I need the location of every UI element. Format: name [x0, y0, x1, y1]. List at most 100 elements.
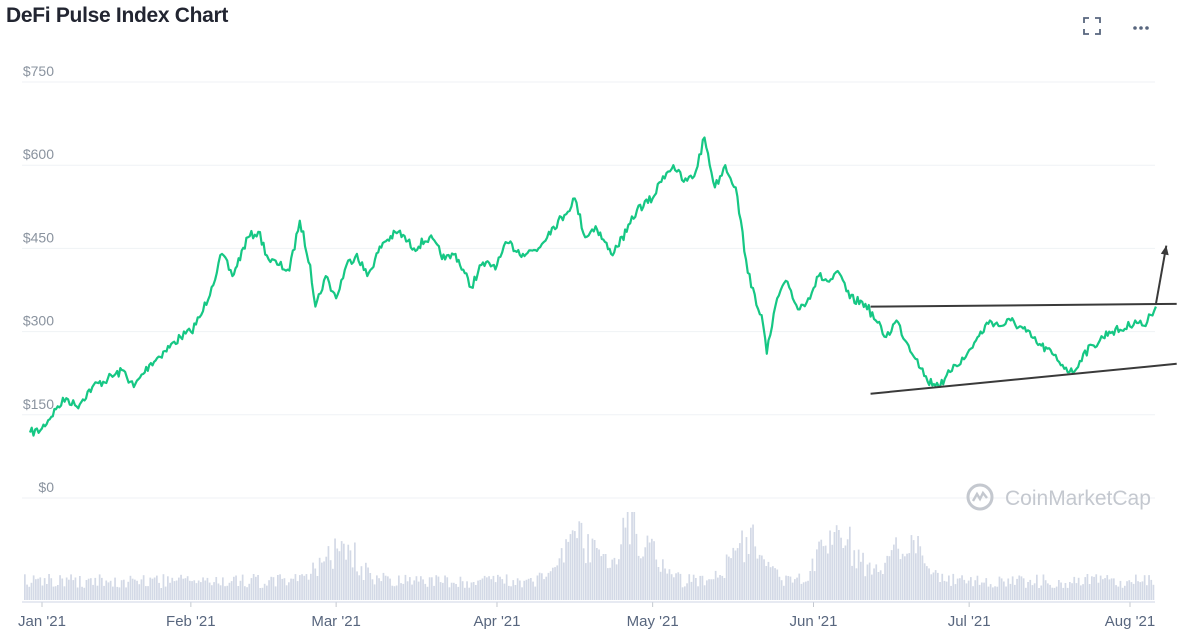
- volume-bar: [107, 582, 110, 600]
- volume-bar: [758, 554, 761, 600]
- volume-bar: [318, 557, 321, 600]
- volume-bar: [197, 580, 200, 600]
- volume-bar: [974, 580, 977, 600]
- volume-bar: [182, 578, 185, 600]
- y-tick-label: $450: [23, 229, 54, 245]
- volume-bar: [277, 575, 279, 600]
- volume-bar: [1027, 582, 1029, 600]
- volume-bar: [41, 585, 44, 600]
- volume-bar: [285, 585, 288, 600]
- volume-bar: [52, 586, 55, 600]
- volume-bar: [1071, 583, 1073, 600]
- breakout-arrow: [1154, 245, 1168, 305]
- volume-bar: [934, 570, 937, 600]
- volume-bar: [470, 582, 473, 600]
- volume-bar: [527, 578, 530, 600]
- volume-bar: [1042, 574, 1045, 600]
- volume-bar: [435, 575, 438, 600]
- volume-bar: [246, 587, 248, 600]
- volume-bar: [459, 576, 462, 600]
- volume-bar: [587, 534, 589, 600]
- volume-bar: [574, 531, 576, 600]
- x-tick-label: May '21: [627, 613, 679, 630]
- more-options-button[interactable]: [1127, 12, 1155, 40]
- volume-bar: [794, 579, 796, 600]
- volume-bar: [376, 575, 378, 600]
- volume-bar: [382, 572, 385, 600]
- volume-bar: [125, 587, 127, 600]
- volume-bar: [336, 548, 339, 600]
- volume-bar: [153, 577, 156, 600]
- volume-bar: [690, 581, 693, 600]
- volume-bar: [937, 572, 939, 600]
- volume-bar: [54, 586, 57, 600]
- volume-bar: [446, 577, 449, 600]
- volume-bar: [81, 586, 83, 600]
- volume-bar: [908, 553, 911, 600]
- volume-bar: [987, 586, 990, 600]
- volume-bar: [241, 574, 244, 600]
- volume-bar: [895, 537, 897, 600]
- volume-bar: [257, 575, 259, 600]
- volume-bar: [686, 583, 688, 600]
- volume-bar: [571, 530, 574, 600]
- volume-bar: [1003, 581, 1005, 600]
- volume-bar: [600, 556, 603, 600]
- volume-bar: [565, 539, 567, 600]
- volume-bar: [516, 578, 519, 600]
- volume-bar: [1020, 576, 1023, 600]
- price-series-line: [28, 136, 1157, 437]
- volume-bar: [932, 572, 935, 600]
- volume-bar: [175, 580, 178, 600]
- volume-bar: [1095, 574, 1098, 600]
- volume-bar: [666, 573, 669, 600]
- volume-bar: [952, 573, 955, 600]
- volume-bar: [723, 578, 726, 600]
- volume-bar: [514, 585, 517, 600]
- volume-bar: [868, 562, 871, 600]
- volume-bar: [1084, 577, 1087, 600]
- volume-bar: [400, 583, 402, 600]
- volume-bar: [838, 530, 840, 600]
- volume-bar: [362, 580, 365, 600]
- volume-bar: [448, 587, 451, 600]
- volume-bar: [985, 578, 988, 600]
- volume-bar: [677, 572, 680, 600]
- volume-bar: [279, 574, 281, 600]
- volume-bar: [959, 578, 961, 600]
- volume-bar: [783, 585, 785, 600]
- volume-bar: [567, 541, 570, 600]
- volume-bar: [921, 555, 924, 600]
- volume-bar: [734, 550, 737, 600]
- volume-bar: [789, 576, 792, 600]
- volume-bar: [897, 548, 900, 600]
- volume-bar: [580, 522, 583, 600]
- volume-bar: [800, 583, 803, 600]
- volume-bar: [503, 583, 506, 600]
- volume-bar: [811, 558, 814, 600]
- volume-bar: [270, 576, 273, 600]
- volume-bar: [956, 578, 959, 600]
- volume-bar: [475, 585, 477, 600]
- volume-bar: [65, 577, 68, 600]
- volume-bar: [840, 537, 842, 600]
- volume-bar: [851, 565, 853, 600]
- volume-bar: [422, 579, 424, 600]
- y-tick-label: $750: [23, 63, 54, 79]
- volume-bar: [556, 565, 559, 600]
- volume-bar: [404, 574, 407, 600]
- volume-bar: [613, 557, 616, 600]
- volume-bar: [233, 576, 235, 600]
- volume-bar: [829, 530, 831, 600]
- volume-bar: [387, 576, 389, 600]
- volume-bar: [1066, 587, 1069, 600]
- volume-bar: [299, 575, 301, 600]
- volume-bar: [536, 575, 539, 600]
- volume-bar: [816, 549, 818, 600]
- volume-bar: [131, 578, 134, 600]
- fullscreen-button[interactable]: [1078, 12, 1106, 40]
- volume-bar: [802, 582, 805, 600]
- volume-bar: [149, 577, 152, 600]
- volume-bar: [1082, 584, 1084, 600]
